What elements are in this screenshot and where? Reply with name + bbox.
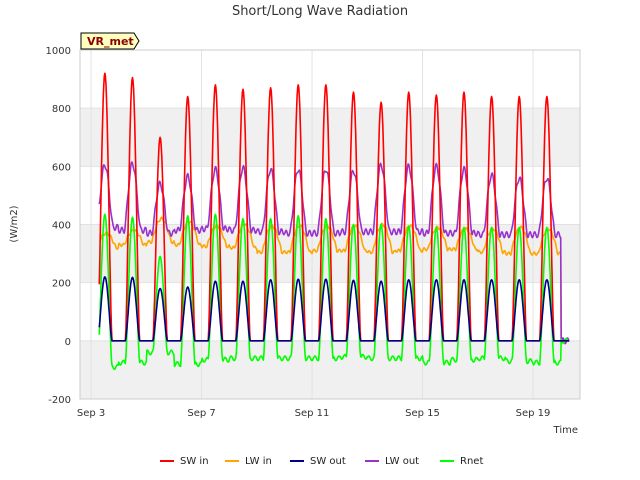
- series-layer: [98, 72, 570, 371]
- y-tick-label: 1000: [46, 46, 71, 57]
- y-tick-label: 400: [52, 221, 71, 232]
- station-badge: VR_met: [80, 32, 140, 50]
- legend-label: SW out: [310, 456, 346, 467]
- legend-label: LW in: [245, 456, 272, 467]
- chart-title: Short/Long Wave Radiation: [232, 4, 408, 19]
- series-line-rnet: [98, 213, 570, 371]
- station-badge-label: VR_met: [87, 35, 134, 48]
- x-tick-label: Sep 15: [405, 408, 440, 419]
- y-axis-title: (W/m2): [9, 205, 20, 242]
- legend-item-lw-out: LW out: [365, 456, 419, 467]
- x-tick-label: Sep 7: [187, 408, 215, 419]
- y-tick-label: 200: [52, 279, 71, 290]
- y-axis-ticks: -200 0 200 400 600 800 1000: [46, 46, 71, 406]
- x-tick-label: Sep 11: [295, 408, 330, 419]
- y-tick-label: 0: [65, 337, 71, 348]
- y-tick-label: -200: [48, 395, 71, 406]
- legend-item-sw-in: SW in: [160, 456, 209, 467]
- legend: SW in LW in SW out LW out Rnet: [160, 456, 483, 467]
- plot-band: [80, 340, 580, 399]
- y-tick-label: 600: [52, 162, 71, 173]
- y-tick-label: 800: [52, 104, 71, 115]
- station-badge-box: [80, 32, 140, 50]
- legend-item-lw-in: LW in: [225, 456, 272, 467]
- series-line-sw-out: [98, 276, 570, 342]
- x-axis-ticks: Sep 3 Sep 7 Sep 11 Sep 15 Sep 19: [77, 408, 551, 419]
- legend-label: Rnet: [460, 456, 483, 467]
- legend-item-rnet: Rnet: [440, 456, 483, 467]
- x-axis-title: Time: [553, 425, 578, 436]
- plot-band: [80, 108, 580, 167]
- legend-label: LW out: [385, 456, 419, 467]
- legend-item-sw-out: SW out: [290, 456, 346, 467]
- plot-frame: [79, 49, 581, 400]
- x-tick-label: Sep 3: [77, 408, 105, 419]
- series-line-lw-out: [98, 161, 570, 345]
- legend-label: SW in: [180, 456, 209, 467]
- x-tick-label: Sep 19: [516, 408, 551, 419]
